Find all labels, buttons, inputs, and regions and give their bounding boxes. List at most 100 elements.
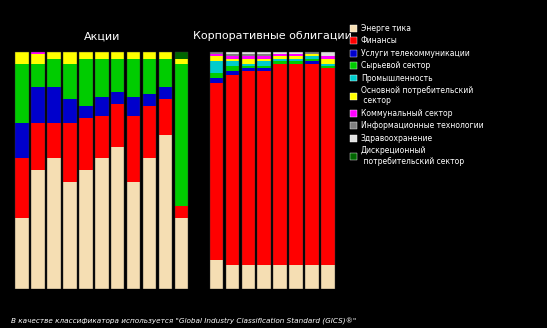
Bar <box>143 158 156 289</box>
Bar <box>210 260 223 289</box>
Bar <box>274 52 287 289</box>
Bar <box>210 61 223 73</box>
Bar <box>143 94 156 106</box>
Bar <box>289 59 303 61</box>
Bar <box>210 73 223 78</box>
Bar <box>159 59 172 87</box>
Bar <box>143 52 156 289</box>
Bar <box>274 56 287 59</box>
Bar <box>321 64 335 66</box>
Bar <box>127 97 141 116</box>
Bar <box>321 59 335 64</box>
Bar <box>210 52 223 54</box>
Bar <box>258 56 271 59</box>
Bar <box>321 52 335 289</box>
Bar <box>127 52 141 289</box>
Bar <box>174 52 188 59</box>
Bar <box>242 71 255 265</box>
Bar <box>47 52 61 59</box>
Bar <box>225 52 239 289</box>
Bar <box>258 66 271 68</box>
Bar <box>274 64 287 265</box>
Bar <box>79 52 92 59</box>
Bar <box>242 56 255 59</box>
Bar <box>258 59 271 61</box>
Bar <box>242 52 255 289</box>
Bar <box>274 54 287 56</box>
Bar <box>111 52 125 289</box>
Bar <box>111 104 125 147</box>
Bar <box>225 54 239 56</box>
Bar <box>258 54 271 56</box>
Bar <box>31 64 45 87</box>
Bar <box>79 59 92 106</box>
Bar <box>159 87 172 99</box>
Bar <box>225 66 239 71</box>
Bar <box>289 56 303 59</box>
Bar <box>305 54 319 56</box>
Bar <box>63 123 77 182</box>
Bar <box>31 170 45 289</box>
Bar <box>210 56 223 61</box>
Bar <box>63 52 77 64</box>
Bar <box>210 54 223 56</box>
Bar <box>15 52 29 289</box>
Bar <box>15 123 29 158</box>
Bar <box>159 135 172 289</box>
Bar <box>305 61 319 64</box>
Bar <box>321 66 335 68</box>
Bar <box>111 92 125 104</box>
Text: В качестве классификатора используется "Global Industry Classification Standard : В качестве классификатора используется "… <box>11 318 356 325</box>
Bar <box>258 68 271 71</box>
Bar <box>305 59 319 61</box>
Bar <box>225 52 239 54</box>
Text: Акции: Акции <box>84 31 120 41</box>
Bar <box>321 52 335 56</box>
Bar <box>242 52 255 54</box>
Bar <box>274 59 287 61</box>
Bar <box>258 52 271 54</box>
Bar <box>174 217 188 289</box>
Bar <box>305 52 319 289</box>
Bar <box>242 68 255 71</box>
Bar <box>174 52 188 289</box>
Bar <box>174 206 188 217</box>
Bar <box>159 52 172 289</box>
Bar <box>174 64 188 206</box>
Bar <box>305 52 319 54</box>
Bar <box>210 83 223 260</box>
Bar <box>127 182 141 289</box>
Bar <box>143 59 156 94</box>
Bar <box>79 106 92 118</box>
Bar <box>95 97 108 116</box>
Bar <box>242 54 255 56</box>
Bar <box>289 54 303 56</box>
Bar <box>31 52 45 54</box>
Bar <box>63 182 77 289</box>
Bar <box>15 64 29 123</box>
Text: Корпоративные облигации: Корпоративные облигации <box>193 31 352 41</box>
Bar <box>289 52 303 289</box>
Bar <box>305 56 319 59</box>
Bar <box>79 52 92 289</box>
Bar <box>159 52 172 59</box>
Bar <box>143 106 156 158</box>
Bar <box>111 59 125 92</box>
Bar <box>127 116 141 182</box>
Bar <box>95 52 108 289</box>
Bar <box>258 52 271 289</box>
Bar <box>321 56 335 59</box>
Bar <box>305 64 319 265</box>
Bar <box>274 265 287 289</box>
Bar <box>31 52 45 289</box>
Bar <box>95 59 108 97</box>
Bar <box>225 59 239 61</box>
Bar <box>274 61 287 64</box>
Bar <box>47 87 61 123</box>
Bar <box>31 54 45 64</box>
Bar <box>15 158 29 217</box>
Bar <box>321 265 335 289</box>
Bar <box>47 59 61 87</box>
Bar <box>225 71 239 75</box>
Bar <box>31 123 45 170</box>
